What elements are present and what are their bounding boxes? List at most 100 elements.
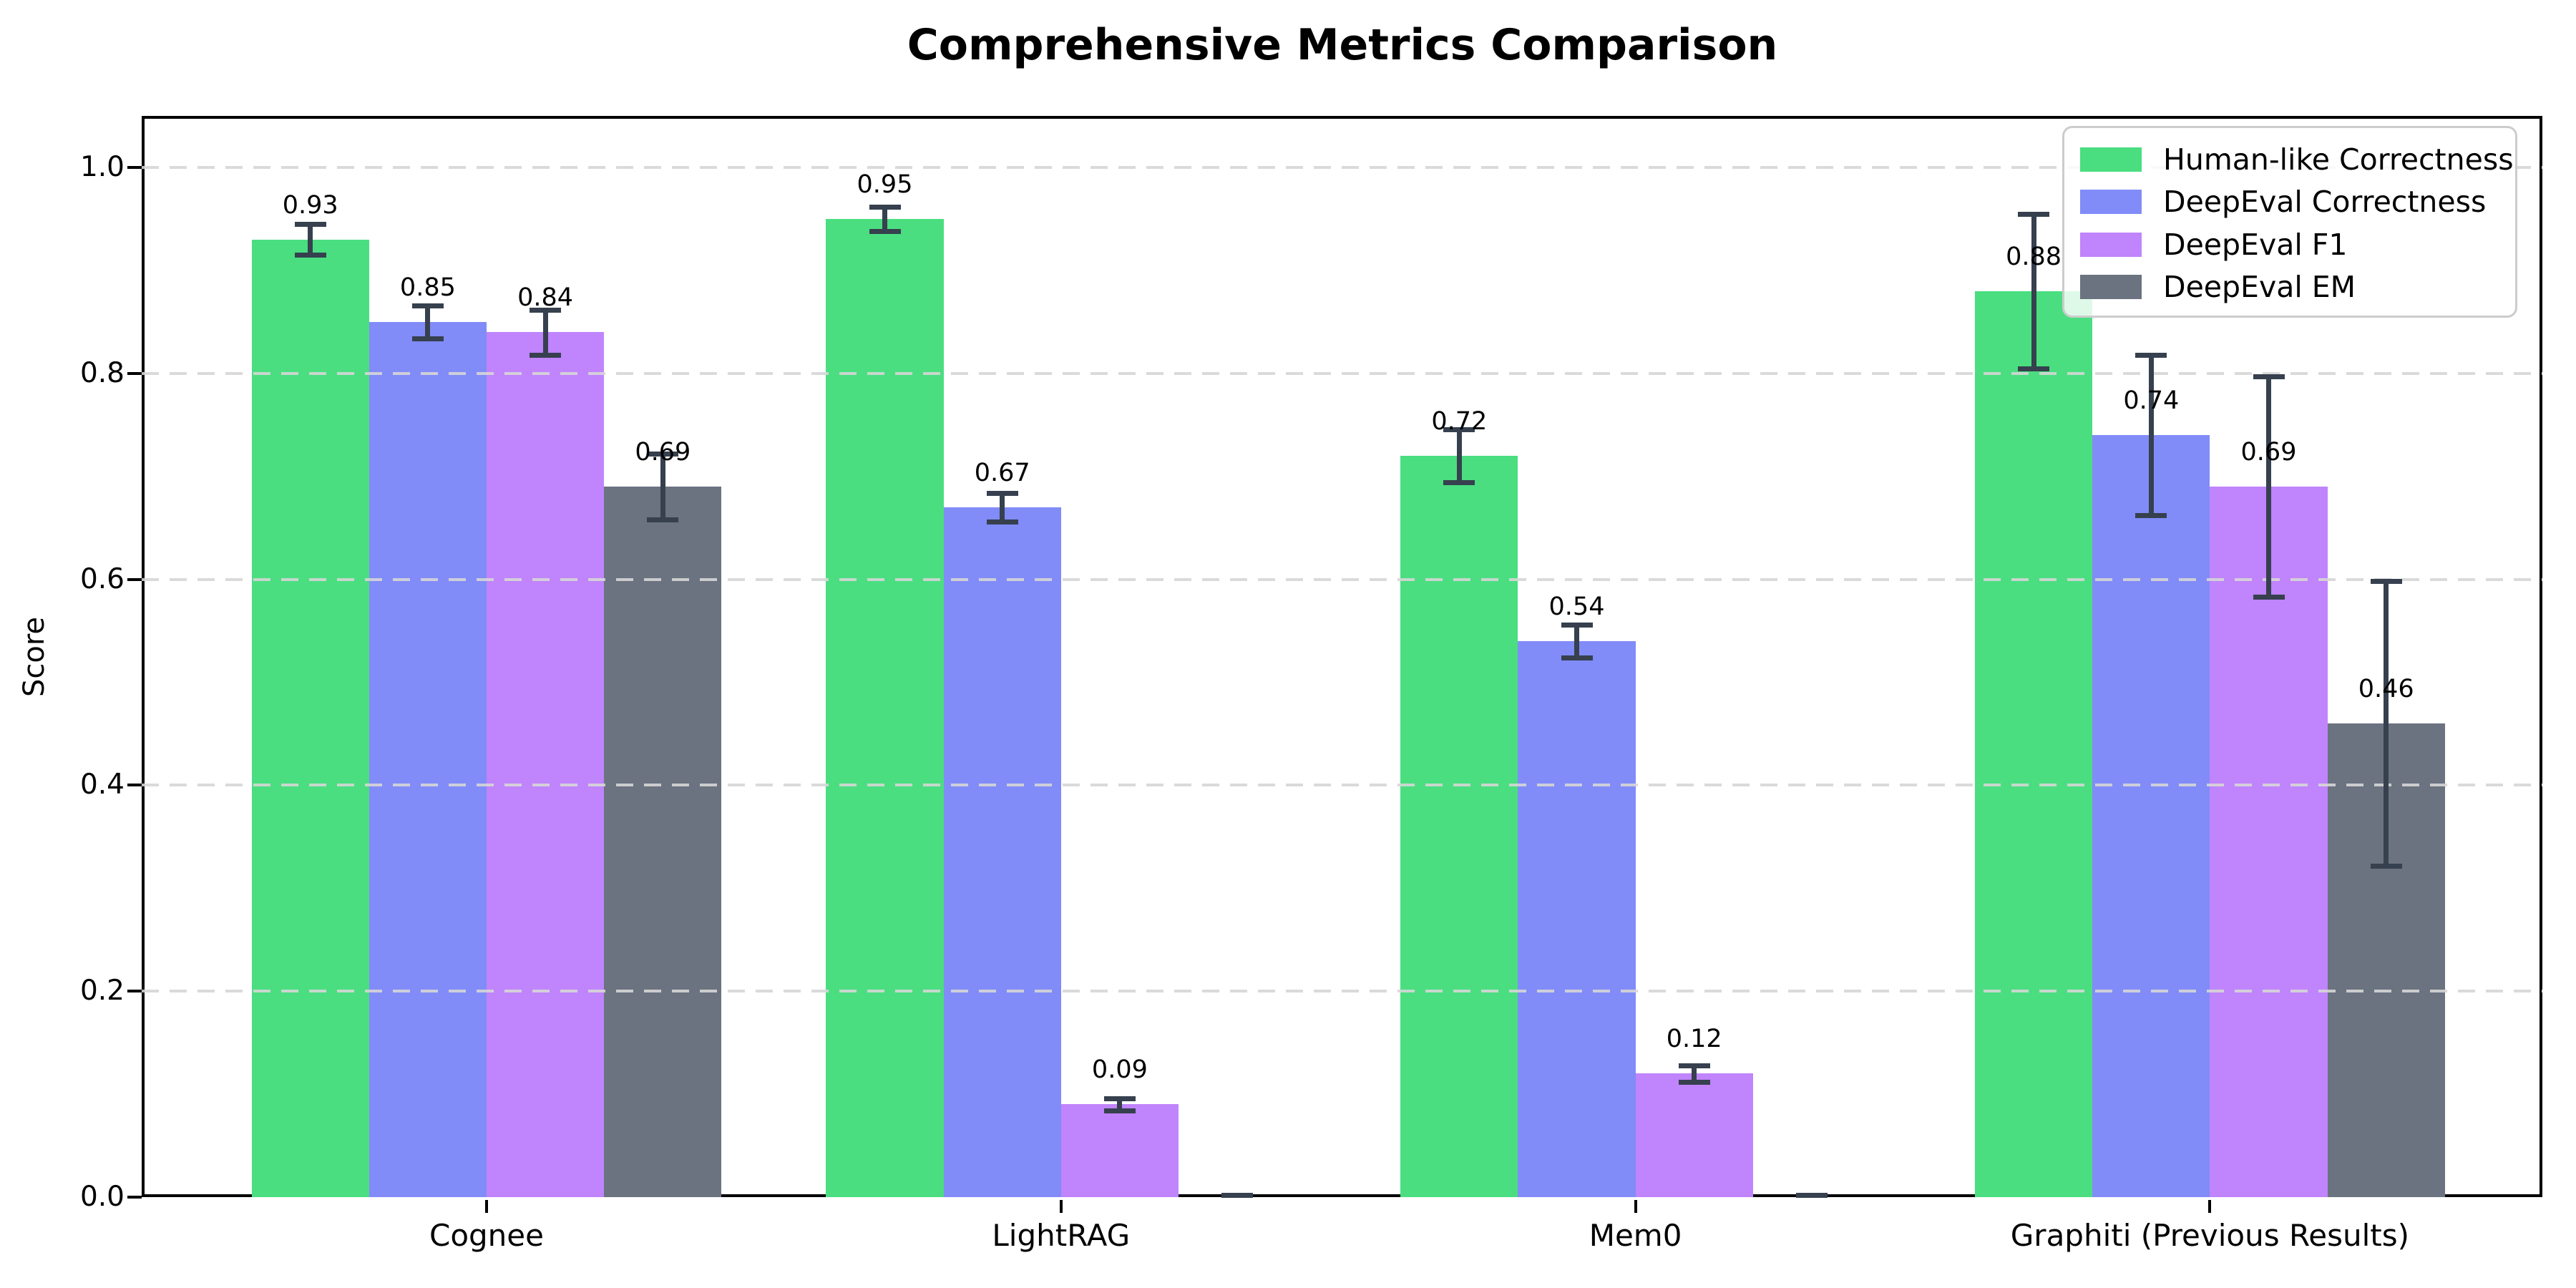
bar-value-label: 0.69: [2240, 438, 2297, 467]
legend-swatch: [2080, 232, 2142, 257]
error-bar: [1692, 1065, 1697, 1082]
error-bar-cap: [1221, 1193, 1254, 1199]
legend: Human-like Correctness DeepEval Correctne…: [2062, 126, 2517, 318]
bar-value-label: 0.95: [857, 170, 913, 199]
plot-frame: [142, 116, 2542, 1197]
y-tick-mark: [127, 990, 142, 993]
error-bar-cap: [1678, 1063, 1710, 1068]
y-tick-label: 0.6: [79, 562, 125, 595]
bar: [2210, 487, 2328, 1197]
y-tick-label: 0.4: [79, 769, 125, 801]
error-bar-cap: [986, 490, 1018, 496]
legend-label: DeepEval Correctness: [2163, 185, 2487, 220]
error-bar-cap: [2018, 366, 2050, 371]
error-bar-cap: [1443, 426, 1475, 432]
x-tick-label: LightRAG: [992, 1218, 1131, 1253]
bar-value-label: 0.93: [282, 190, 338, 220]
error-bar: [308, 224, 313, 255]
error-bar-cap: [411, 336, 444, 341]
y-tick-mark: [127, 371, 142, 375]
error-bar-cap: [294, 253, 326, 258]
bar: [1060, 1104, 1179, 1197]
error-bar-cap: [411, 303, 444, 308]
error-bar: [542, 309, 548, 355]
y-tick-label: 0.8: [79, 356, 125, 389]
error-bar-cap: [647, 517, 679, 523]
bar: [1635, 1073, 1753, 1197]
bar: [1975, 291, 2093, 1197]
x-tick-mark: [1634, 1200, 1637, 1213]
x-tick-mark: [2208, 1200, 2212, 1213]
legend-label: Human-like Correctness: [2163, 142, 2514, 177]
error-bar-cap: [2253, 595, 2285, 600]
x-tick-label: Mem0: [1589, 1218, 1682, 1253]
error-bar-cap: [2018, 211, 2050, 217]
bar: [943, 507, 1061, 1197]
error-bar-cap: [1561, 655, 1593, 660]
y-tick-label: 0.2: [79, 975, 125, 1008]
gridline: [142, 371, 2542, 375]
legend-label: DeepEval EM: [2163, 270, 2356, 305]
y-tick-label: 0.0: [79, 1181, 125, 1213]
gridline: [142, 990, 2542, 993]
error-bar-cap: [1103, 1096, 1136, 1101]
error-bar: [660, 454, 665, 520]
error-bar-cap: [869, 204, 901, 210]
gridline: [142, 166, 2542, 169]
bar-value-label: 0.69: [635, 438, 691, 467]
error-bar-cap: [1795, 1193, 1828, 1199]
legend-item: DeepEval EM: [2080, 266, 2499, 308]
error-bar: [1574, 624, 1579, 658]
error-bar-cap: [986, 519, 1018, 525]
error-bar: [1117, 1098, 1123, 1111]
gridline: [142, 577, 2542, 581]
bar: [604, 487, 722, 1197]
bar: [2092, 435, 2210, 1197]
gridline: [142, 784, 2542, 787]
error-bar-cap: [294, 222, 326, 228]
error-bar: [425, 305, 431, 338]
bar-value-label: 0.74: [2123, 386, 2180, 416]
error-bar: [1456, 429, 1462, 483]
legend-swatch: [2080, 190, 2142, 215]
legend-swatch: [2080, 275, 2142, 300]
error-bar-cap: [2135, 352, 2167, 358]
bar: [369, 321, 487, 1197]
error-bar: [882, 206, 887, 232]
bar-value-label: 0.84: [517, 283, 574, 313]
x-tick-mark: [485, 1200, 488, 1213]
legend-item: Human-like Correctness: [2080, 139, 2514, 180]
error-bar-cap: [2370, 579, 2402, 585]
error-bar-cap: [1678, 1079, 1710, 1085]
bar-value-label: 0.67: [974, 458, 1030, 487]
y-tick-label: 1.0: [79, 151, 125, 183]
chart-title: Comprehensive Metrics Comparison: [907, 20, 1778, 70]
error-bar-cap: [2135, 513, 2167, 519]
bar: [251, 239, 369, 1197]
error-bar-cap: [1443, 480, 1475, 486]
bar: [826, 218, 944, 1197]
error-bar: [2031, 213, 2036, 369]
bar-value-label: 0.85: [399, 273, 456, 302]
y-tick-mark: [127, 577, 142, 581]
y-tick-mark: [127, 1196, 142, 1199]
error-bar-cap: [530, 352, 562, 358]
error-bar: [1000, 492, 1005, 522]
error-bar-cap: [1103, 1108, 1136, 1114]
x-tick-mark: [1059, 1200, 1063, 1213]
legend-item: DeepEval F1: [2080, 224, 2499, 265]
bar: [487, 332, 605, 1197]
error-bar-cap: [869, 229, 901, 235]
legend-label: DeepEval F1: [2163, 227, 2348, 262]
error-bar-cap: [647, 452, 679, 457]
legend-item: DeepEval Correctness: [2080, 181, 2499, 223]
y-tick-mark: [127, 784, 142, 787]
legend-swatch: [2080, 147, 2142, 172]
bar-value-label: 0.12: [1666, 1025, 1722, 1054]
error-bar: [2384, 581, 2389, 866]
